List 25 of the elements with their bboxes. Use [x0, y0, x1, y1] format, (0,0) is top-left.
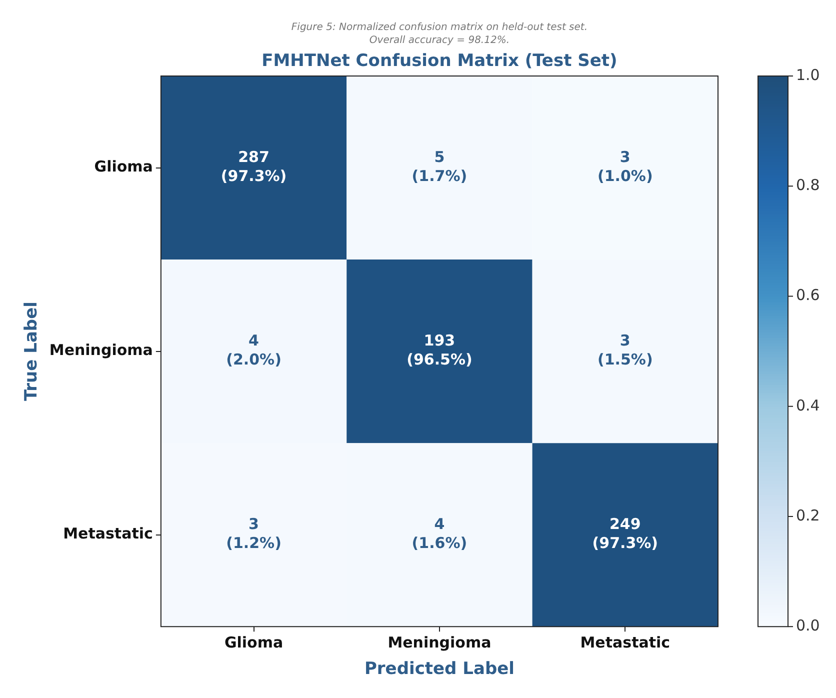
color-bar-label: 0.6 — [796, 286, 820, 304]
x-tick-label: Meningioma — [388, 633, 492, 652]
data-label: 3 (1.0%) — [598, 148, 653, 186]
y-tick-label: Glioma — [94, 158, 153, 176]
data-label: 4 (2.0%) — [226, 332, 282, 369]
color-bar-label: 1.0 — [796, 66, 820, 84]
data-label: 4 (1.6%) — [412, 515, 468, 552]
y-tick-label: Meningioma — [49, 341, 153, 360]
chart-subtitle: Figure 5: Normalized confusion matrix on held-out test set. Overall accuracy = 98.12%. — [291, 22, 588, 46]
data-label: 5 (1.7%) — [412, 148, 468, 186]
x-tick-label: Glioma — [224, 633, 284, 652]
data-label: 193 (96.5%) — [406, 332, 472, 369]
data-label: 287 (97.3%) — [220, 148, 287, 186]
color-bar-label: 0.4 — [796, 396, 820, 414]
x-axis-title: Predicted Label — [364, 659, 514, 680]
color-bar-label: 0.2 — [796, 506, 820, 524]
color-bar-label: 0.0 — [796, 616, 820, 634]
y-tick-label: Metastatic — [63, 524, 153, 543]
color-bar-label: 0.8 — [796, 176, 820, 194]
data-label: 3 (1.5%) — [598, 332, 653, 369]
chart-title: FMHTNet Confusion Matrix (Test Set) — [262, 51, 618, 71]
data-label: 249 (97.3%) — [592, 515, 658, 552]
x-tick-label: Metastatic — [580, 633, 670, 652]
data-label: 3 (1.2%) — [226, 515, 282, 552]
y-axis-title: True Label — [22, 302, 42, 402]
